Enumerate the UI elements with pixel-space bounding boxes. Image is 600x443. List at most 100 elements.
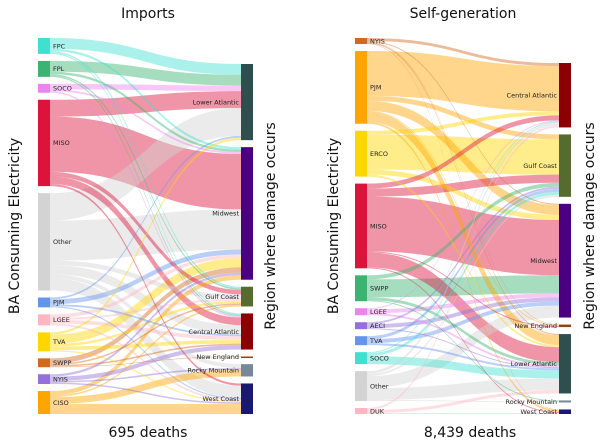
link-pjm-to-west-coast [50,306,241,400]
link-nyis-to-new-england [367,41,559,326]
link-nyis-to-west-coast [367,43,559,410]
source-node-erco [355,130,367,177]
link-nyis-to-central-atlantic [50,345,241,381]
link-tva-to-central-atlantic [50,339,241,351]
right-axis-label-imports: Region where damage occurs [263,122,279,329]
source-label-lgee: LGEE [370,308,387,316]
source-label-aeci: AECI [370,322,385,330]
link-aeci-to-gulf-coast [367,186,559,325]
link-tva-to-gulf-coast [50,300,241,347]
panel-title-self-generation: Self-generation [410,6,517,22]
link-swpp-to-gulf-coast [367,182,559,280]
link-pjm-to-central-atlantic [367,50,559,112]
link-tva-to-midwest [367,301,559,344]
source-label-pjm: PJM [370,84,381,92]
link-tva-to-gulf-coast [367,188,559,340]
link-other-to-gulf-coast [367,194,559,377]
link-aeci-to-lower-atlantic [367,328,559,369]
deaths-total-self-generation: 8,439 deaths [424,425,516,441]
source-node-aeci [355,322,367,330]
source-label-ciso: CISO [53,399,69,407]
links [367,38,559,414]
link-nyis-to-central-atlantic [367,38,559,67]
link-lgee-to-west-coast [50,323,241,402]
link-lgee-to-midwest [367,293,559,314]
link-fpl-to-central-atlantic [50,75,241,316]
link-lgee-to-midwest [50,254,241,318]
link-pjm-to-midwest [367,100,559,215]
source-node-other [38,193,50,291]
link-soco-to-central-atlantic [367,121,559,354]
link-aeci-to-midwest [367,297,559,329]
link-other-to-rocky-mountain [50,274,241,369]
target-node-rocky-mountain [559,400,571,403]
target-node-new-england [241,356,253,359]
source-node-nyis [38,374,50,385]
target-node-gulf-coast [241,286,253,307]
source-label-swpp: SWPP [370,285,388,293]
target-label-new-england: New England [514,322,557,330]
source-label-pjm: PJM [53,299,64,307]
sankey-imports: FPC FPL SOCO MISO Other PJM LGEE TVA SWPP NYIS CIS… [38,38,253,414]
source-node-soco [355,352,367,365]
link-tva-to-lower-atlantic [50,137,241,335]
target-node-west-coast [559,409,571,414]
source-node-nyis [355,38,367,44]
link-other-to-rocky-mountain [367,400,559,403]
link-other-to-lower-atlantic [367,378,559,401]
target-node-new-england [559,324,571,328]
link-miso-to-gulf-coast [50,171,241,295]
link-miso-to-west-coast [367,267,559,413]
link-lgee-to-lower-atlantic [367,313,559,368]
link-erco-to-central-atlantic [367,111,559,135]
source-node-lgee [38,314,50,326]
target-node-rocky-mountain [241,364,253,377]
link-lgee-to-central-atlantic [367,120,559,310]
target-label-midwest: Midwest [212,210,239,218]
link-fpl-to-lower-atlantic [50,60,241,86]
link-nyis-to-lower-atlantic [367,42,559,336]
source-label-nyis: NYIS [53,375,68,383]
link-erco-to-midwest [367,169,559,220]
source-node-pjm [355,50,367,124]
target-label-rocky-mountain: Rocky Mountain [505,398,557,406]
link-tva-to-lower-atlantic [367,343,559,371]
link-other-to-midwest [367,305,559,389]
source-node-duk [355,408,367,414]
link-swpp-to-midwest [367,275,559,298]
right-axis-label-self-generation: Region where damage occurs [582,122,598,329]
link-other-to-gulf-coast [50,260,241,300]
sankey-self-generation: NYIS PJM ERCO MISO SWPP LGEE AECI TVA SOCO Other D… [355,37,571,416]
source-node-fpc [38,38,50,54]
link-miso-to-central-atlantic [367,115,559,189]
target-node-lower-atlantic [241,64,253,141]
link-duk-to-lower-atlantic [367,390,559,414]
link-ciso-to-west-coast [50,403,241,414]
target-label-west-coast: West Coast [203,395,240,403]
link-pjm-to-west-coast [367,121,559,412]
link-swpp-to-lower-atlantic [367,297,559,366]
target-label-central-atlantic: Central Atlantic [507,92,558,100]
source-node-lgee [355,308,367,316]
source-label-duk: DUK [370,407,385,415]
left-axis-label-imports: BA Consuming Electricity [7,138,23,314]
left-axis-label-self-generation: BA Consuming Electricity [326,138,342,314]
link-tva-to-west-coast [50,350,241,403]
link-fpl-to-gulf-coast [50,74,241,290]
panel-title-imports: Imports [121,6,175,22]
link-swpp-to-rocky-mountain [367,300,559,402]
target-label-midwest: Midwest [530,257,557,265]
source-label-erco: ERCO [370,150,388,158]
link-fpc-to-gulf-coast [50,51,241,289]
link-swpp-to-central-atlantic [50,343,241,367]
link-miso-to-lower-atlantic [367,252,559,363]
link-miso-to-midwest [50,116,241,210]
source-label-swpp: SWPP [53,359,71,367]
link-miso-to-central-atlantic [50,176,241,326]
link-fpl-to-midwest [50,71,241,153]
link-lgee-to-central-atlantic [50,319,241,340]
target-label-central-atlantic: Central Atlantic [189,328,240,336]
link-nyis-to-rocky-mountain [50,368,241,383]
deaths-total-imports: 695 deaths [109,425,188,441]
link-fpc-to-central-atlantic [50,52,241,315]
